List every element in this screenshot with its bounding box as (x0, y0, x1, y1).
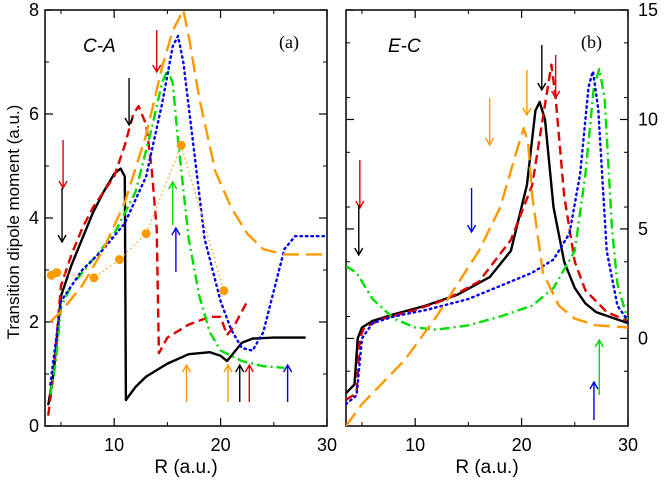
data-point (141, 229, 151, 239)
x-tick-label: 10 (104, 435, 124, 455)
y-tick-label: 2 (29, 312, 39, 332)
data-point (52, 268, 62, 278)
transition-arrow (124, 78, 134, 127)
transition-arrow (223, 363, 233, 402)
transition-arrow (355, 160, 365, 210)
panel-b-transition: E-C (388, 36, 421, 57)
y-tick-label: 5 (638, 219, 648, 239)
data-point (114, 255, 124, 265)
panel-a-series (46, 10, 327, 416)
y-tick-label: 4 (29, 208, 39, 228)
x-tick-label: 10 (405, 435, 425, 455)
series-line (346, 100, 628, 395)
x-tick-label: 30 (317, 435, 337, 455)
transition-arrow (283, 363, 293, 402)
series-line (49, 34, 327, 386)
panel-a: 10 20 30 0 2 4 6 8 C-A (a) R (a.u.) Transition … (4, 0, 337, 478)
transition-arrow (152, 30, 162, 74)
series-line (346, 70, 628, 406)
panel-a-label: (a) (279, 32, 299, 53)
y-axis-label: Transition dipole moment (a.u.) (4, 105, 23, 340)
transition-arrow (466, 188, 477, 234)
transition-arrow (171, 226, 181, 272)
series-line (346, 63, 628, 401)
transition-arrow (168, 180, 178, 225)
transition-arrow (537, 45, 547, 92)
transition-arrow (57, 188, 67, 244)
panel-a-xlabel: R (a.u.) (154, 457, 217, 478)
series-line (47, 167, 306, 406)
x-tick-label: 20 (512, 435, 532, 455)
transition-arrow (235, 363, 245, 402)
panel-a-transition: C-A (83, 36, 116, 57)
y-tick-label: 6 (29, 104, 39, 124)
transition-arrow (354, 205, 364, 257)
y-tick-label: 8 (29, 0, 39, 20)
transition-arrow (589, 380, 599, 420)
y-tick-label: 10 (638, 109, 658, 129)
series-line (47, 104, 249, 416)
transition-arrow (594, 338, 604, 395)
panel-b-ticks: 10 20 30 0 5 10 15 (346, 0, 658, 455)
transition-arrow (522, 70, 532, 117)
series-line (346, 67, 628, 331)
data-point (176, 140, 186, 150)
transition-arrow (485, 98, 495, 147)
panel-b-arrows (354, 45, 604, 420)
series-line (51, 144, 225, 291)
x-tick-label: 20 (211, 435, 231, 455)
panel-b-frame (345, 9, 629, 427)
transition-arrow (244, 363, 254, 402)
panel-a-arrows (57, 30, 293, 402)
panel-b: 10 20 30 0 5 10 15 E-C (b) R (a.u.) (345, 0, 658, 478)
series-line (49, 10, 327, 323)
y-tick-label: 0 (638, 328, 648, 348)
panel-b-label: (b) (581, 32, 602, 53)
y-tick-label: 0 (29, 416, 39, 436)
x-tick-label: 30 (618, 435, 638, 455)
panel-b-series (346, 63, 628, 426)
data-point (89, 273, 99, 283)
transition-arrow (58, 140, 68, 190)
panel-b-xlabel: R (a.u.) (455, 457, 518, 478)
transition-arrow (551, 55, 561, 100)
panel-a-ticks: 10 20 30 0 2 4 6 8 (29, 0, 337, 455)
series-line (346, 126, 628, 426)
y-tick-label: 15 (638, 0, 658, 20)
series-line (49, 68, 285, 396)
transition-arrow (181, 363, 192, 402)
data-point (219, 286, 229, 296)
